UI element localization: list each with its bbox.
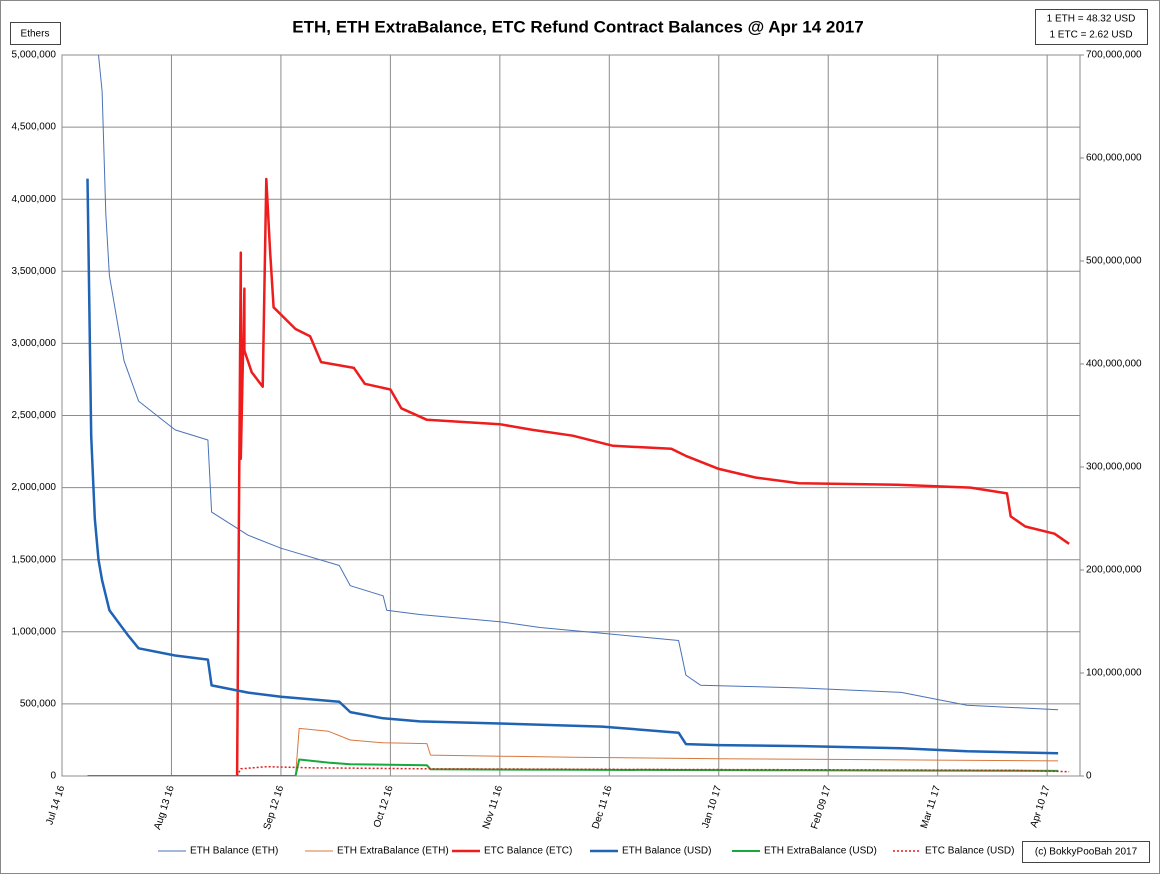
y-label-box [10,22,61,45]
plot-lines [86,55,1070,776]
series-line [87,727,1059,776]
y-tick-label: 3,000,000 [12,338,57,349]
y-tick-label: 2,000,000 [12,482,57,493]
y-tick-label: 4,000,000 [12,194,57,205]
y-tick-label: 0 [50,771,56,782]
y-tick-label: 500,000 [20,699,57,710]
y-tick-label: 1,500,000 [12,554,57,565]
chart-title: ETH, ETH ExtraBalance, ETC Refund Contra… [292,17,863,36]
series-line [98,55,1059,711]
series-line [86,178,1059,755]
legend-label: ETH ExtraBalance (USD) [764,846,877,857]
y-tick-label: 3,500,000 [12,266,57,277]
y2-tick-label: 200,000,000 [1086,565,1142,576]
y2-tick-label: 700,000,000 [1086,50,1142,61]
legend-label: ETC Balance (ETC) [484,846,572,857]
y-tick-label: 5,000,000 [12,50,57,61]
credit: (c) BokkyPooBah 2017 [1035,847,1138,858]
rate-box [1035,9,1148,45]
y2-tick-label: 0 [1086,771,1092,782]
annotation: 1 ETH = 48.32 USD [1047,14,1136,25]
y-tick-label: 4,500,000 [12,122,57,133]
y2-tick-label: 400,000,000 [1086,359,1142,370]
y2-tick-label: 300,000,000 [1086,462,1142,473]
y2-tick-label: 100,000,000 [1086,668,1142,679]
y-tick-label: 1,000,000 [12,626,57,637]
series-line [236,765,1070,776]
y2-tick-label: 600,000,000 [1086,153,1142,164]
y-axis-label: Ethers [21,29,50,40]
series-line [235,177,1070,776]
credit-box [1022,841,1150,863]
legend-label: ETH Balance (ETH) [190,846,278,857]
legend-label: ETH ExtraBalance (ETH) [337,846,449,857]
y2-tick-label: 500,000,000 [1086,256,1142,267]
y-tick-label: 2,500,000 [12,410,57,421]
legend-label: ETH Balance (USD) [622,846,711,857]
legend-label: ETC Balance (USD) [925,846,1014,857]
annotation: 1 ETC = 2.62 USD [1049,30,1132,41]
